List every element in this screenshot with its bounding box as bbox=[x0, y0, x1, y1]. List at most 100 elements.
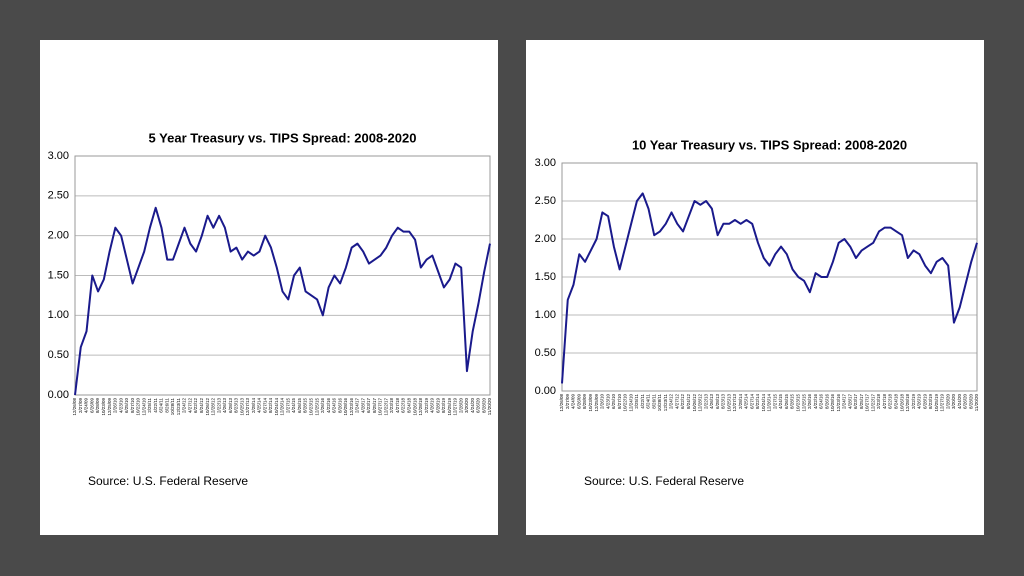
x-tick-label: 2/28/20 bbox=[458, 398, 463, 414]
panel bbox=[526, 40, 984, 535]
plot-border bbox=[74, 155, 491, 396]
x-tick-label: 12/23/11 bbox=[663, 394, 668, 412]
x-tick-label: 10/24/14 bbox=[274, 398, 279, 416]
x-tick-label: 10/24/14 bbox=[761, 394, 766, 412]
source-note: Source: U.S. Federal Reserve bbox=[584, 474, 744, 488]
x-tick-label: 6/28/19 bbox=[922, 394, 927, 410]
y-tick-label: 0.00 bbox=[535, 385, 556, 397]
x-tick-label: 2/24/17 bbox=[842, 394, 847, 410]
x-tick-label: 12/24/10 bbox=[628, 394, 633, 412]
series-line bbox=[561, 192, 978, 384]
x-tick-label: 8/28/15 bbox=[790, 394, 795, 410]
x-tick-label: 12/28/18 bbox=[418, 398, 423, 416]
x-tick-label: 11/20/20 bbox=[974, 394, 979, 412]
y-tick-label: 3.00 bbox=[535, 157, 556, 169]
series-line bbox=[74, 206, 491, 396]
x-tick-label: 12/25/15 bbox=[801, 394, 806, 412]
x-tick-label: 2/26/10 bbox=[113, 398, 118, 414]
x-tick-label: 6/23/17 bbox=[853, 394, 858, 410]
source-note: Source: U.S. Federal Reserve bbox=[88, 474, 248, 488]
x-tick-label: 12/26/08 bbox=[72, 398, 77, 416]
x-tick-label: 10/23/09 bbox=[101, 398, 106, 416]
x-tick-label: 10/28/11 bbox=[170, 398, 175, 416]
x-tick-label: 6/27/14 bbox=[749, 394, 754, 410]
x-tick-label: 10/25/13 bbox=[239, 398, 244, 416]
x-tick-label: 2/24/17 bbox=[355, 398, 360, 414]
chart-title: 10 Year Treasury vs. TIPS Spread: 2008-2… bbox=[632, 137, 907, 152]
x-tick-label: 4/24/15 bbox=[778, 394, 783, 410]
x-tick-label: 8/26/11 bbox=[164, 398, 169, 413]
x-tick-label: 4/24/09 bbox=[571, 394, 576, 410]
x-tick-label: 2/26/16 bbox=[320, 398, 325, 414]
x-tick-label: 4/26/13 bbox=[709, 394, 714, 410]
x-tick-label: 2/25/11 bbox=[634, 394, 639, 409]
x-tick-label: 12/23/11 bbox=[176, 398, 181, 416]
x-tick-label: 4/24/15 bbox=[291, 398, 296, 414]
x-tick-label: 12/28/18 bbox=[905, 394, 910, 412]
y-tick-label: 2.50 bbox=[48, 190, 69, 202]
x-tick-label: 8/28/20 bbox=[481, 398, 486, 414]
x-tick-label: 8/27/10 bbox=[130, 398, 135, 414]
y-tick-label: 2.50 bbox=[535, 195, 556, 207]
x-tick-label: 12/26/14 bbox=[280, 398, 285, 416]
y-tick-label: 2.00 bbox=[48, 230, 69, 242]
x-tick-label: 8/26/16 bbox=[337, 398, 342, 414]
y-tick-label: 2.00 bbox=[535, 233, 556, 245]
x-tick-label: 10/26/18 bbox=[412, 398, 417, 416]
x-tick-label: 10/27/17 bbox=[865, 394, 870, 412]
y-tick-label: 0.50 bbox=[48, 349, 69, 361]
x-tick-label: 2/22/13 bbox=[216, 398, 221, 414]
x-tick-label: 8/26/11 bbox=[651, 394, 656, 409]
x-tick-label: 11/20/20 bbox=[487, 398, 492, 416]
x-tick-label: 8/24/12 bbox=[686, 394, 691, 410]
x-tick-label: 2/28/14 bbox=[738, 394, 743, 410]
x-tick-label: 4/26/19 bbox=[430, 398, 435, 414]
x-tick-label: 10/23/15 bbox=[309, 398, 314, 416]
x-tick-label: 2/23/18 bbox=[389, 398, 394, 414]
x-tick-label: 8/24/18 bbox=[406, 398, 411, 414]
x-tick-label: 6/28/19 bbox=[435, 398, 440, 414]
x-tick-label: 8/23/19 bbox=[441, 398, 446, 414]
x-tick-label: 8/28/20 bbox=[968, 394, 973, 410]
x-tick-label: 2/23/18 bbox=[876, 394, 881, 410]
x-tick-label: 2/26/10 bbox=[600, 394, 605, 410]
x-tick-label: 10/26/12 bbox=[205, 398, 210, 416]
x-tick-label: 12/25/09 bbox=[594, 394, 599, 412]
x-tick-label: 6/26/20 bbox=[476, 398, 481, 414]
x-tick-label: 4/25/14 bbox=[257, 398, 262, 414]
x-tick-label: 6/26/15 bbox=[784, 394, 789, 410]
x-tick-label: 4/23/10 bbox=[118, 398, 123, 414]
x-tick-label: 12/22/17 bbox=[870, 394, 875, 412]
x-tick-label: 6/26/20 bbox=[963, 394, 968, 410]
x-tick-label: 2/27/15 bbox=[772, 394, 777, 410]
x-tick-label: 12/28/12 bbox=[211, 398, 216, 416]
x-tick-label: 6/26/09 bbox=[89, 398, 94, 414]
x-tick-label: 12/27/13 bbox=[245, 398, 250, 416]
x-tick-label: 12/24/10 bbox=[141, 398, 146, 416]
x-tick-label: 4/27/18 bbox=[882, 394, 887, 410]
x-tick-label: 10/25/13 bbox=[726, 394, 731, 412]
x-tick-label: 6/24/16 bbox=[819, 394, 824, 410]
x-tick-label: 4/24/20 bbox=[470, 398, 475, 414]
x-tick-label: 6/25/10 bbox=[611, 394, 616, 410]
x-tick-label: 6/28/13 bbox=[715, 394, 720, 410]
x-tick-label: 2/27/15 bbox=[285, 398, 290, 414]
x-tick-label: 10/28/16 bbox=[830, 394, 835, 412]
x-tick-label: 6/27/14 bbox=[262, 398, 267, 414]
y-tick-label: 1.50 bbox=[48, 269, 69, 281]
x-tick-label: 4/27/18 bbox=[395, 398, 400, 414]
x-tick-label: 12/22/17 bbox=[383, 398, 388, 416]
x-tick-label: 6/24/16 bbox=[332, 398, 337, 414]
x-tick-label: 8/22/14 bbox=[755, 394, 760, 410]
x-tick-label: 2/24/12 bbox=[669, 394, 674, 410]
x-tick-label: 4/28/17 bbox=[847, 394, 852, 410]
x-tick-label: 10/22/10 bbox=[136, 398, 141, 416]
x-tick-label: 12/23/16 bbox=[349, 398, 354, 416]
y-tick-label: 1.50 bbox=[535, 271, 556, 283]
x-tick-label: 10/26/12 bbox=[692, 394, 697, 412]
y-tick-label: 1.00 bbox=[48, 309, 69, 321]
x-tick-label: 6/26/15 bbox=[297, 398, 302, 414]
x-tick-label: 4/28/17 bbox=[360, 398, 365, 414]
x-tick-label: 6/24/11 bbox=[159, 398, 164, 413]
